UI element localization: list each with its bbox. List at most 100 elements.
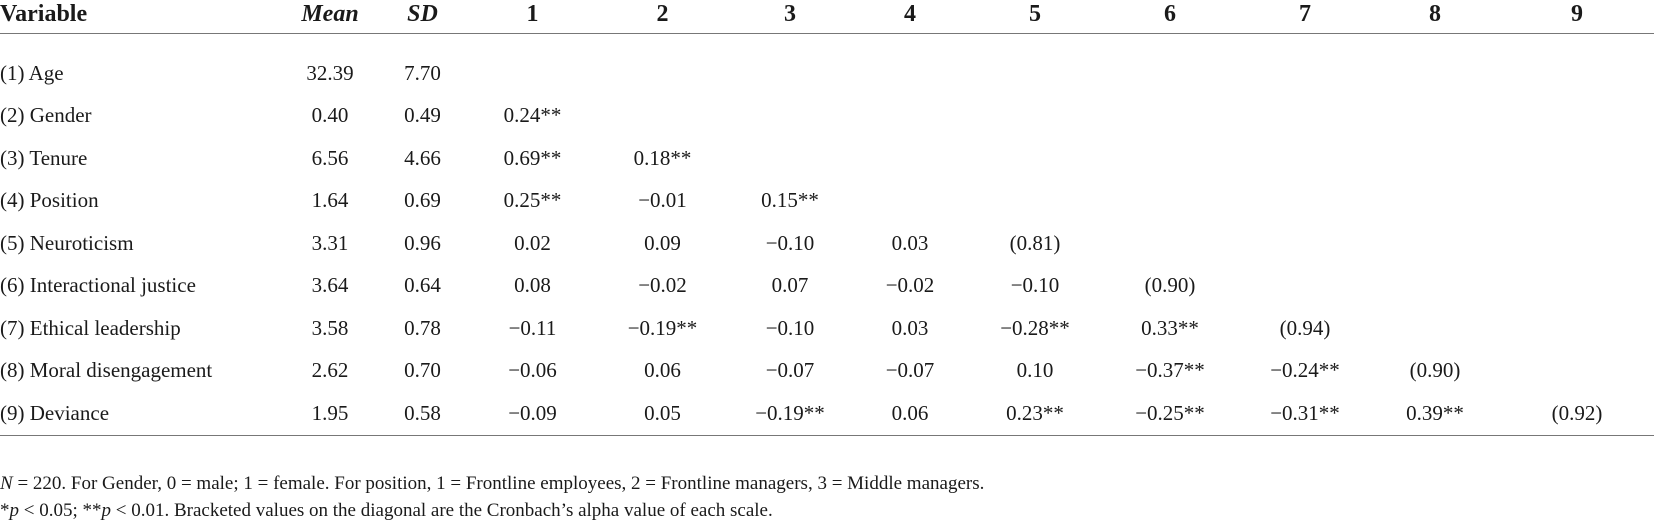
table-row: (3) Tenure 6.56 4.66 0.69** 0.18** (0, 137, 1654, 180)
table-row: (9) Deviance 1.95 0.58 −0.09 0.05 −0.19** 0.06… (0, 392, 1654, 435)
cell-correlation (1500, 350, 1654, 393)
cell-correlation: −0.31** (1270, 400, 1340, 425)
cell-correlation: −0.11 (508, 315, 557, 340)
header-variable: Variable (0, 1, 88, 27)
cell-sd: 7.70 (404, 60, 441, 85)
cell-correlation: 0.07 (771, 273, 809, 298)
cell-correlation (1240, 180, 1370, 223)
cell-correlation: −0.10 (765, 230, 815, 255)
header-col-7: 7 (1299, 1, 1311, 27)
cell-mean: 3.58 (311, 315, 349, 340)
header-col-3: 3 (784, 1, 796, 27)
cell-correlation: 0.18** (633, 145, 692, 170)
cell-correlation: (0.90) (1409, 358, 1461, 383)
cell-correlation (730, 52, 850, 95)
cell-correlation: −0.09 (508, 400, 557, 425)
cell-correlation (1100, 52, 1240, 95)
header-col-4: 4 (904, 1, 916, 27)
header-col-5: 5 (1029, 1, 1041, 27)
cell-correlation: −0.24** (1270, 358, 1340, 383)
cell-mean: 0.40 (311, 103, 349, 128)
cell-correlation (1370, 137, 1500, 180)
cell-mean: 3.64 (311, 273, 349, 298)
cell-correlation: −0.07 (885, 358, 935, 383)
cell-correlation (970, 137, 1100, 180)
cell-mean: 3.31 (311, 230, 349, 255)
cell-correlation (970, 180, 1100, 223)
cell-correlation: 0.08 (514, 273, 551, 298)
cell-correlation (850, 52, 970, 95)
cell-correlation (1100, 222, 1240, 265)
cell-correlation (1370, 265, 1500, 308)
cell-correlation (1370, 52, 1500, 95)
row-variable-label: (4) Position (0, 188, 99, 213)
cell-correlation: −0.02 (638, 273, 687, 298)
cell-correlation: 0.15** (761, 188, 819, 213)
cell-correlation: (0.92) (1551, 400, 1603, 425)
cell-correlation: 0.03 (891, 315, 929, 340)
cell-correlation (850, 95, 970, 138)
cell-correlation (730, 95, 850, 138)
table-notes: N = 220. For Gender, 0 = male; 1 = femal… (0, 470, 984, 524)
cell-correlation: −0.10 (765, 315, 815, 340)
cell-correlation: −0.19** (755, 400, 825, 425)
header-sd: SD (407, 1, 438, 27)
cell-mean: 1.95 (311, 400, 349, 425)
table-row: (7) Ethical leadership 3.58 0.78 −0.11 −0.19… (0, 307, 1654, 350)
cell-correlation (1500, 95, 1654, 138)
cell-correlation (595, 52, 730, 95)
cell-correlation: −0.07 (765, 358, 815, 383)
cell-correlation (1370, 307, 1500, 350)
cell-correlation (1370, 222, 1500, 265)
cell-correlation (470, 52, 595, 95)
cell-correlation (970, 52, 1100, 95)
cell-correlation (1370, 180, 1500, 223)
cell-correlation: 0.69** (503, 145, 562, 170)
table-row: (4) Position 1.64 0.69 0.25** −0.01 0.15** (0, 180, 1654, 223)
header-col-9: 9 (1571, 1, 1583, 27)
cell-sd: 4.66 (404, 145, 441, 170)
cell-correlation (1100, 137, 1240, 180)
table-body: (1) Age 32.39 7.70 (2) Gender 0.40 0.49 0.24**… (0, 34, 1654, 435)
table-row: (6) Interactional justice 3.64 0.64 0.08 −0.… (0, 265, 1654, 308)
cell-correlation (1240, 137, 1370, 180)
table-row: (2) Gender 0.40 0.49 0.24** (0, 95, 1654, 138)
table-header-row: Variable Mean SD 1 2 3 4 5 6 7 8 9 (0, 0, 1654, 34)
header-mean: Mean (301, 1, 359, 27)
row-variable-label: (3) Tenure (0, 145, 88, 170)
table-row: (8) Moral disengagement 2.62 0.70 −0.06 0.06… (0, 350, 1654, 393)
cell-sd: 0.78 (404, 315, 441, 340)
cell-correlation: 0.03 (891, 230, 929, 255)
header-col-6: 6 (1164, 1, 1176, 27)
cell-correlation (1240, 52, 1370, 95)
cell-correlation (595, 95, 730, 138)
cell-correlation: 0.33** (1141, 315, 1199, 340)
row-variable-label: (9) Deviance (0, 400, 110, 425)
cell-correlation (1500, 180, 1654, 223)
row-variable-label: (8) Moral disengagement (0, 358, 213, 383)
correlation-table: Variable Mean SD 1 2 3 4 5 6 7 8 9 (1) A… (0, 0, 1654, 435)
cell-sd: 0.49 (404, 103, 441, 128)
cell-correlation (850, 180, 970, 223)
cell-mean: 2.62 (311, 358, 349, 383)
cell-sd: 0.69 (404, 188, 441, 213)
cell-correlation: −0.01 (638, 188, 687, 213)
cell-correlation: 0.23** (1006, 400, 1064, 425)
cell-correlation: 0.25** (503, 188, 562, 213)
cell-correlation (1240, 265, 1370, 308)
cell-sd: 0.70 (404, 358, 441, 383)
header-col-2: 2 (656, 1, 669, 27)
row-variable-label: (7) Ethical leadership (0, 315, 181, 340)
row-variable-label: (2) Gender (0, 103, 92, 128)
cell-correlation (1500, 265, 1654, 308)
cell-correlation: −0.37** (1135, 358, 1205, 383)
table-row: (5) Neuroticism 3.31 0.96 0.02 0.09 −0.10 0.03… (0, 222, 1654, 265)
cell-correlation: 0.24** (503, 103, 562, 128)
cell-correlation (1240, 95, 1370, 138)
cell-correlation (1240, 222, 1370, 265)
header-spacer (0, 34, 1654, 53)
row-variable-label: (5) Neuroticism (0, 230, 134, 255)
cell-sd: 0.58 (404, 400, 441, 425)
cell-correlation: 0.05 (644, 400, 681, 425)
